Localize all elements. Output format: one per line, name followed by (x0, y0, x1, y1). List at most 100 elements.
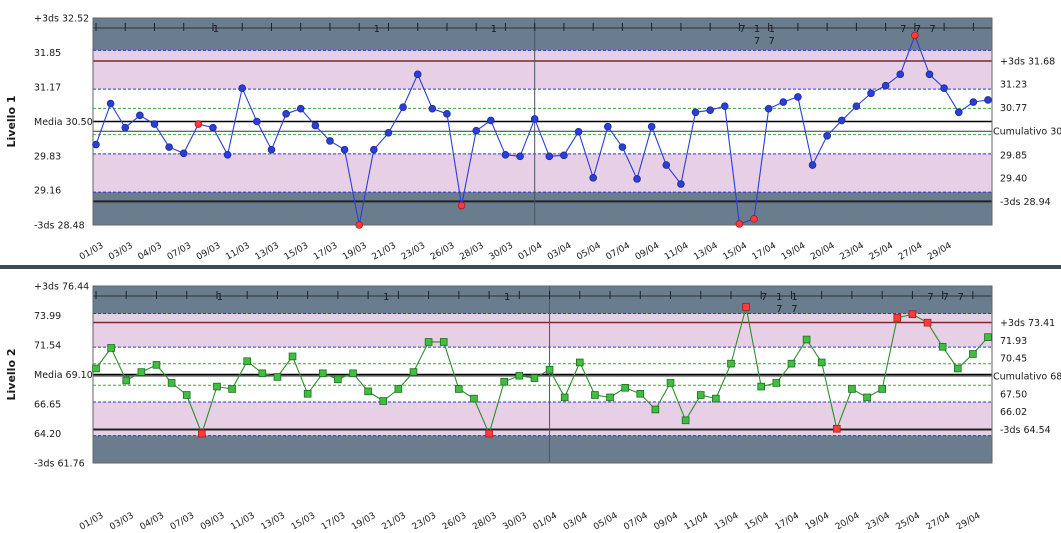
rule-flag: 7 (929, 24, 935, 35)
right-tick-label: 67.50 (1000, 389, 1027, 400)
left-tick-label: -3ds 28.48 (34, 221, 85, 232)
data-point (802, 335, 811, 344)
x-tick-label: 13/03 (259, 511, 286, 529)
x-tick-label: 03/04 (546, 241, 574, 263)
data-point (334, 375, 342, 384)
data-point (953, 364, 962, 373)
left-tick-label: +3ds 32.52 (34, 14, 89, 25)
x-tick-label: 09/04 (634, 241, 662, 263)
rule-flag: 1 (754, 24, 760, 35)
left-tick-label: +3ds 76.44 (34, 282, 89, 293)
data-point (165, 143, 173, 151)
plot-border (92, 17, 993, 226)
data-point (604, 122, 612, 131)
data-point (370, 145, 378, 154)
x-tick-label: 04/03 (139, 511, 166, 529)
rule-flag: 1 (768, 24, 774, 35)
data-point (636, 389, 645, 398)
x-tick-label: 11/04 (683, 511, 711, 529)
data-point (136, 111, 144, 120)
data-point (530, 374, 539, 382)
data-point (282, 110, 290, 118)
alarm-point (923, 318, 932, 327)
alarm-point (742, 303, 750, 311)
data-point (589, 174, 597, 182)
data-point (878, 385, 886, 393)
right-tick-label: 31.23 (1000, 80, 1027, 91)
data-point (209, 123, 217, 132)
left-tick-label: Media 69.10 (34, 370, 93, 381)
data-point (501, 151, 510, 159)
data-point (560, 393, 569, 402)
data-point (863, 393, 871, 402)
data-point (470, 394, 478, 403)
x-tick-label: 01/03 (78, 511, 105, 529)
x-tick-label: 09/03 (195, 241, 222, 263)
x-tick-label: 07/03 (169, 511, 196, 529)
data-point (296, 104, 305, 113)
x-tick-label: 17/04 (773, 511, 801, 529)
x-tick-label: 26/03 (429, 241, 456, 263)
right-tick-label: 29.40 (1000, 173, 1027, 184)
data-point (677, 180, 685, 188)
x-tick-label: 28/03 (471, 511, 498, 529)
alarm-point (893, 314, 902, 322)
data-point (516, 152, 524, 161)
data-point (867, 89, 875, 98)
warning-band-lower (93, 153, 992, 193)
left-tick-label: 71.54 (34, 341, 61, 352)
data-point (267, 145, 276, 154)
data-point (439, 338, 448, 346)
data-point (303, 389, 312, 398)
right-tick-label: Cumulativo 30.31 (993, 127, 1061, 138)
alarm-point (485, 429, 493, 438)
rule-flag: 1 (374, 24, 380, 35)
data-point (779, 98, 788, 106)
left-tick-label: Media 30.50 (34, 117, 93, 128)
x-tick-label: 20/04 (809, 241, 837, 263)
data-point (647, 122, 656, 131)
y-axis-title: Livello 2 (5, 349, 18, 401)
data-point (500, 377, 509, 386)
data-point (817, 358, 826, 367)
right-tick-label: 30.77 (1000, 103, 1027, 114)
data-point (560, 151, 568, 160)
x-tick-label: 07/04 (604, 241, 632, 263)
data-point (409, 368, 418, 376)
data-point (182, 391, 191, 399)
data-point (364, 387, 372, 396)
data-point (137, 368, 146, 376)
x-tick-label: 21/03 (370, 241, 397, 263)
alarm-point (355, 221, 364, 229)
plot-border (92, 285, 993, 464)
x-tick-label: 01/03 (78, 241, 105, 263)
x-tick-label: 23/04 (838, 241, 866, 263)
alarm-point (198, 429, 206, 438)
left-tick-label: 29.16 (34, 186, 61, 197)
data-point (681, 416, 690, 425)
warning-band-upper (93, 313, 992, 348)
x-tick-label: 30/03 (487, 241, 514, 263)
data-point (757, 382, 766, 391)
data-point (167, 379, 176, 387)
data-point (258, 369, 267, 378)
data-point (574, 127, 583, 136)
left-tick-label: 31.85 (34, 48, 61, 59)
data-point (691, 108, 700, 117)
data-point (455, 385, 463, 393)
data-point (881, 81, 890, 90)
alarm-point (911, 31, 919, 40)
data-point (92, 140, 100, 149)
data-point (823, 132, 831, 140)
left-tick-label: 29.83 (34, 151, 61, 162)
rule-flag: 1 (217, 292, 223, 303)
chart-panel-livello-2: 1 1 1 7 1 1 7 7 7 7 7 +3ds 76.44 73.99 71.54 Media 69.… (0, 269, 1061, 533)
data-point (720, 102, 729, 110)
x-tick-label: 27/04 (925, 511, 953, 529)
rule-flag: 1 (776, 292, 782, 303)
data-point (633, 175, 641, 183)
x-tick-label: 15/03 (290, 511, 317, 529)
data-point (311, 121, 320, 130)
x-tick-label: 19/03 (350, 511, 377, 529)
